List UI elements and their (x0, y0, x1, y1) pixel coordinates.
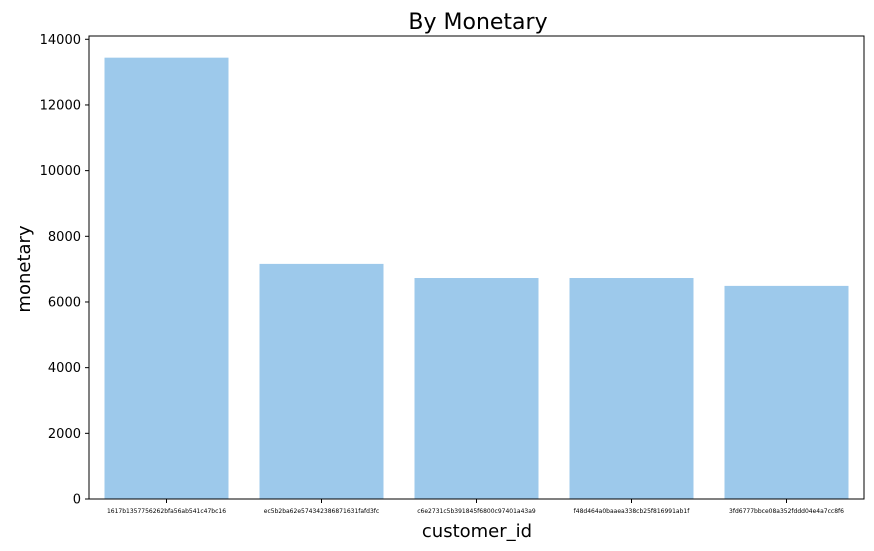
x-tick-label: 1617b1357756262bfa56ab541c47bc16 (107, 508, 226, 515)
bar (569, 278, 694, 499)
bars-group (104, 57, 849, 500)
plot-frame (88, 35, 865, 500)
x-axis-label: customer_id (422, 521, 532, 542)
y-tick-label: 8000 (48, 230, 81, 245)
bar (259, 263, 384, 499)
bar (414, 278, 539, 499)
chart-title: By Monetary (408, 10, 547, 35)
x-tick-label: f48d464a0baaea338cb25f816991ab1f (574, 508, 691, 515)
y-tick-label: 14000 (40, 33, 81, 48)
x-tick-label: 3fd6777bbce08a352fddd04e4a7cc8f6 (729, 508, 844, 515)
x-axis-ticks: 1617b1357756262bfa56ab541c47bc16 ec5b2ba6… (107, 499, 844, 515)
y-tick-label: 6000 (48, 295, 81, 310)
y-tick-label: 4000 (48, 361, 81, 376)
bar (104, 57, 229, 500)
y-tick-label: 0 (73, 493, 81, 508)
x-tick-label: c6e2731c5b391845f6800c97401a43a9 (417, 508, 536, 515)
bar (724, 285, 849, 499)
y-tick-label: 12000 (40, 98, 81, 113)
y-tick-label: 2000 (48, 427, 81, 442)
x-tick-label: ec5b2ba62e574342386871631fafd3fc (264, 508, 379, 515)
y-tick-label: 10000 (40, 164, 81, 179)
y-axis-label: monetary (14, 225, 35, 313)
y-axis-ticks: 0 2000 4000 6000 8000 10000 12000 14000 (40, 33, 89, 508)
